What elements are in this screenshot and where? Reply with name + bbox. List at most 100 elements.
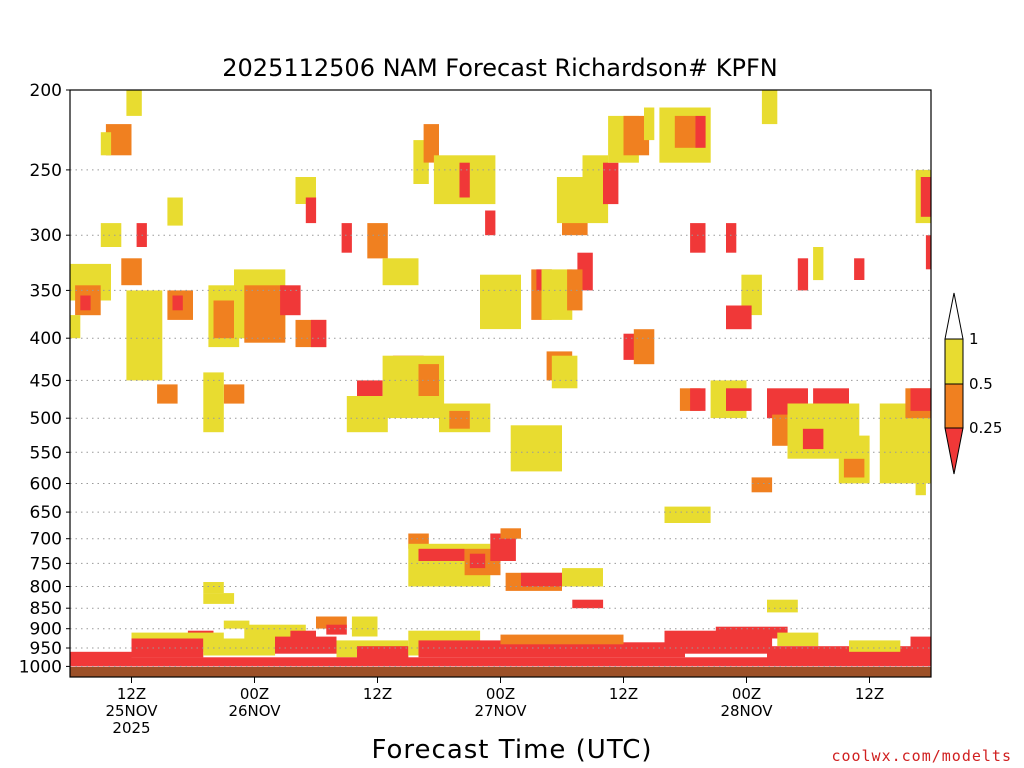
ri-cell (351, 616, 378, 637)
ri-cell (854, 258, 865, 280)
ri-cell (80, 295, 91, 311)
y-tick-label: 250 (30, 161, 62, 181)
ri-cell (777, 632, 819, 647)
y-tick-label: 500 (30, 409, 62, 429)
x-tick-label: 28NOV (720, 702, 773, 720)
x-tick-label: 12Z (363, 685, 392, 703)
ri-cell (910, 388, 931, 411)
ri-cell (326, 624, 347, 635)
ri-cell (290, 630, 316, 643)
ri-cell (500, 634, 624, 645)
ri-cell (341, 223, 352, 253)
ri-cell (925, 235, 931, 270)
ri-cell (100, 132, 112, 156)
y-tick-label: 200 (30, 81, 62, 101)
ri-cell (485, 210, 496, 236)
ri-cell (70, 651, 132, 661)
ri-cell (223, 620, 250, 629)
ri-cell (603, 162, 619, 205)
ri-cell (695, 115, 706, 148)
x-tick-label: 00Z (732, 685, 761, 703)
legend-level-label: 1 (969, 330, 979, 348)
ri-cell (382, 258, 419, 286)
ri-cell (423, 124, 439, 163)
x-axis-label: Forecast Time (UTC) (371, 735, 652, 765)
ri-cell (126, 90, 142, 116)
ri-cell (310, 319, 327, 348)
y-tick-label: 300 (30, 226, 62, 246)
ri-cell (275, 636, 337, 654)
ri-cell (690, 388, 706, 411)
ri-cell (910, 636, 931, 649)
y-tick-label: 450 (30, 371, 62, 391)
ri-cell (418, 640, 480, 658)
x-tick-label: 2025 (112, 719, 150, 737)
ri-cell (167, 197, 183, 226)
ri-cell (121, 258, 142, 286)
ri-cell (480, 640, 624, 658)
x-tick-label: 12Z (609, 685, 638, 703)
y-tick-label: 850 (30, 599, 62, 619)
ri-cell (767, 599, 798, 613)
ri-cell (500, 528, 521, 539)
x-tick-label: 27NOV (474, 702, 527, 720)
ri-cell (367, 223, 388, 259)
ri-cell (70, 315, 81, 339)
ri-cell (726, 388, 752, 411)
ri-cell (280, 285, 301, 316)
legend-level-label: 0.25 (969, 419, 1002, 437)
ri-cell (521, 572, 562, 587)
ri-cell (726, 223, 737, 253)
x-tick-label: 12Z (117, 685, 146, 703)
y-tick-label: 900 (30, 620, 62, 640)
chart-title: 2025112506 NAM Forecast Richardson# KPFN (222, 54, 777, 82)
ri-cell (203, 372, 224, 433)
grid-layer (70, 169, 931, 667)
ri-cell (449, 410, 470, 429)
y-tick-label: 950 (30, 639, 62, 659)
ri-cell (244, 285, 286, 343)
y-tick-label: 400 (30, 329, 62, 349)
ri-cell (480, 274, 521, 330)
ri-cell (802, 428, 824, 450)
ri-cell (203, 638, 276, 656)
x-tick-label: 12Z (855, 685, 884, 703)
ri-cell (726, 305, 752, 330)
ri-cell (674, 115, 696, 148)
ri-cell (915, 477, 926, 496)
ri-cell (295, 177, 316, 204)
y-tick-label: 800 (30, 578, 62, 598)
ri-cell (70, 657, 931, 667)
ri-cell (469, 553, 486, 569)
ri-cell (849, 640, 901, 652)
ri-cell (126, 290, 163, 381)
ri-cell (172, 295, 183, 311)
y-tick-label: 350 (30, 281, 62, 301)
x-tick-label: 00Z (240, 685, 269, 703)
ri-cell (556, 177, 583, 224)
y-tick-label: 700 (30, 530, 62, 550)
ri-cell (305, 197, 317, 224)
y-tick-label: 550 (30, 443, 62, 463)
ri-cell (418, 548, 465, 561)
y-axis: 200 250 300 350 400 450 500 550 600 650 700 750 8008… (19, 81, 70, 677)
ri-cell (459, 162, 470, 198)
ri-cell (843, 458, 865, 478)
ri-cell (510, 425, 562, 472)
legend-swatch-below-0.25 (944, 427, 964, 475)
credit-text: coolwx.com/modelts (831, 747, 1012, 765)
y-tick-label: 1000 (19, 657, 62, 677)
ri-cell (761, 90, 778, 125)
legend-swatch-0.5-1 (944, 338, 964, 385)
ri-cell (551, 355, 578, 389)
cells-layer (70, 90, 932, 667)
ri-cell (131, 638, 204, 658)
ri-cell (690, 223, 706, 253)
ri-cell (70, 663, 931, 667)
ri-cell (797, 258, 809, 291)
ri-cell (157, 384, 178, 404)
ri-cell (664, 506, 711, 523)
ri-cell (223, 384, 245, 404)
